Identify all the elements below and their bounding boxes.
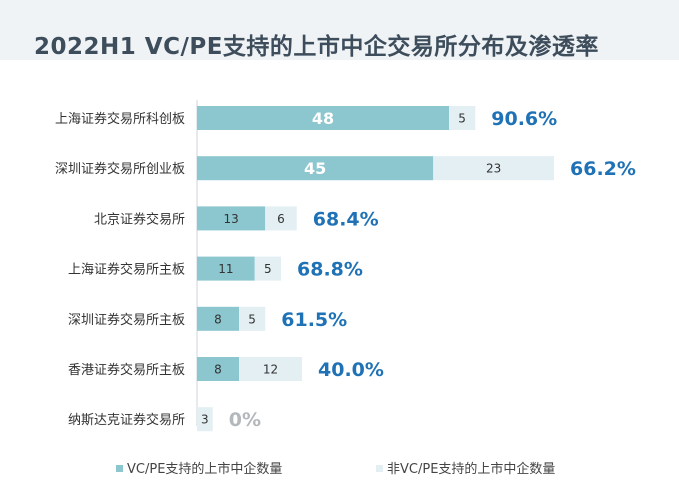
bar-vc-pe xyxy=(197,156,434,181)
bar-non-vc-pe xyxy=(433,156,554,181)
penetration-label: 66.2% xyxy=(570,158,636,180)
penetration-label: 0% xyxy=(229,409,261,431)
bar-non-vc-pe xyxy=(265,206,297,231)
data-label-vc-pe: 11 xyxy=(218,262,233,276)
data-label-non-vc-pe: 5 xyxy=(248,312,256,326)
bar-non-vc-pe xyxy=(197,407,213,432)
penetration-label: 61.5% xyxy=(281,309,347,331)
penetration-label: 90.6% xyxy=(491,108,557,130)
penetration-label: 68.8% xyxy=(297,259,363,281)
legend-swatch-non-vc-pe xyxy=(376,465,383,472)
data-label-vc-pe: 48 xyxy=(312,109,334,128)
category-label: 纳斯达克证券交易所 xyxy=(68,412,185,428)
data-label-non-vc-pe: 12 xyxy=(263,363,278,377)
data-label-non-vc-pe: 3 xyxy=(201,413,209,427)
bar-non-vc-pe xyxy=(449,106,476,130)
bar-vc-pe xyxy=(197,357,239,381)
category-label: 北京证券交易所 xyxy=(94,211,185,227)
bar-non-vc-pe xyxy=(254,256,281,281)
bar-vc-pe xyxy=(197,256,255,281)
bar-vc-pe xyxy=(197,206,266,231)
data-label-vc-pe: 13 xyxy=(223,212,238,226)
bar-non-vc-pe xyxy=(239,306,266,331)
data-label-vc-pe: 8 xyxy=(214,363,222,377)
category-label: 深圳证券交易所创业板 xyxy=(55,161,185,177)
bar-vc-pe xyxy=(197,106,449,130)
data-label-non-vc-pe: 5 xyxy=(458,112,466,126)
chart-title: 2022H1 VC/PE支持的上市中企交易所分布及渗透率 xyxy=(34,34,599,60)
category-label: 香港证券交易所主板 xyxy=(68,362,185,378)
penetration-label: 68.4% xyxy=(313,208,379,230)
data-label-non-vc-pe: 23 xyxy=(486,162,501,176)
data-label-vc-pe: 45 xyxy=(304,159,326,178)
legend-label-vc-pe: VC/PE支持的上市中企数量 xyxy=(127,461,282,477)
data-label-vc-pe: 8 xyxy=(214,312,222,326)
data-label-non-vc-pe: 6 xyxy=(277,212,285,226)
category-label: 深圳证券交易所主板 xyxy=(68,312,185,328)
legend-label-non-vc-pe: 非VC/PE支持的上市中企数量 xyxy=(387,461,555,477)
category-label: 上海证券交易所科创板 xyxy=(55,111,185,127)
bar-non-vc-pe xyxy=(239,357,302,381)
bar-vc-pe xyxy=(197,306,239,331)
legend-swatch-vc-pe xyxy=(116,465,123,472)
category-label: 上海证券交易所主板 xyxy=(68,262,185,278)
title-band xyxy=(0,0,679,60)
penetration-label: 40.0% xyxy=(318,359,384,381)
data-label-non-vc-pe: 5 xyxy=(264,262,272,276)
